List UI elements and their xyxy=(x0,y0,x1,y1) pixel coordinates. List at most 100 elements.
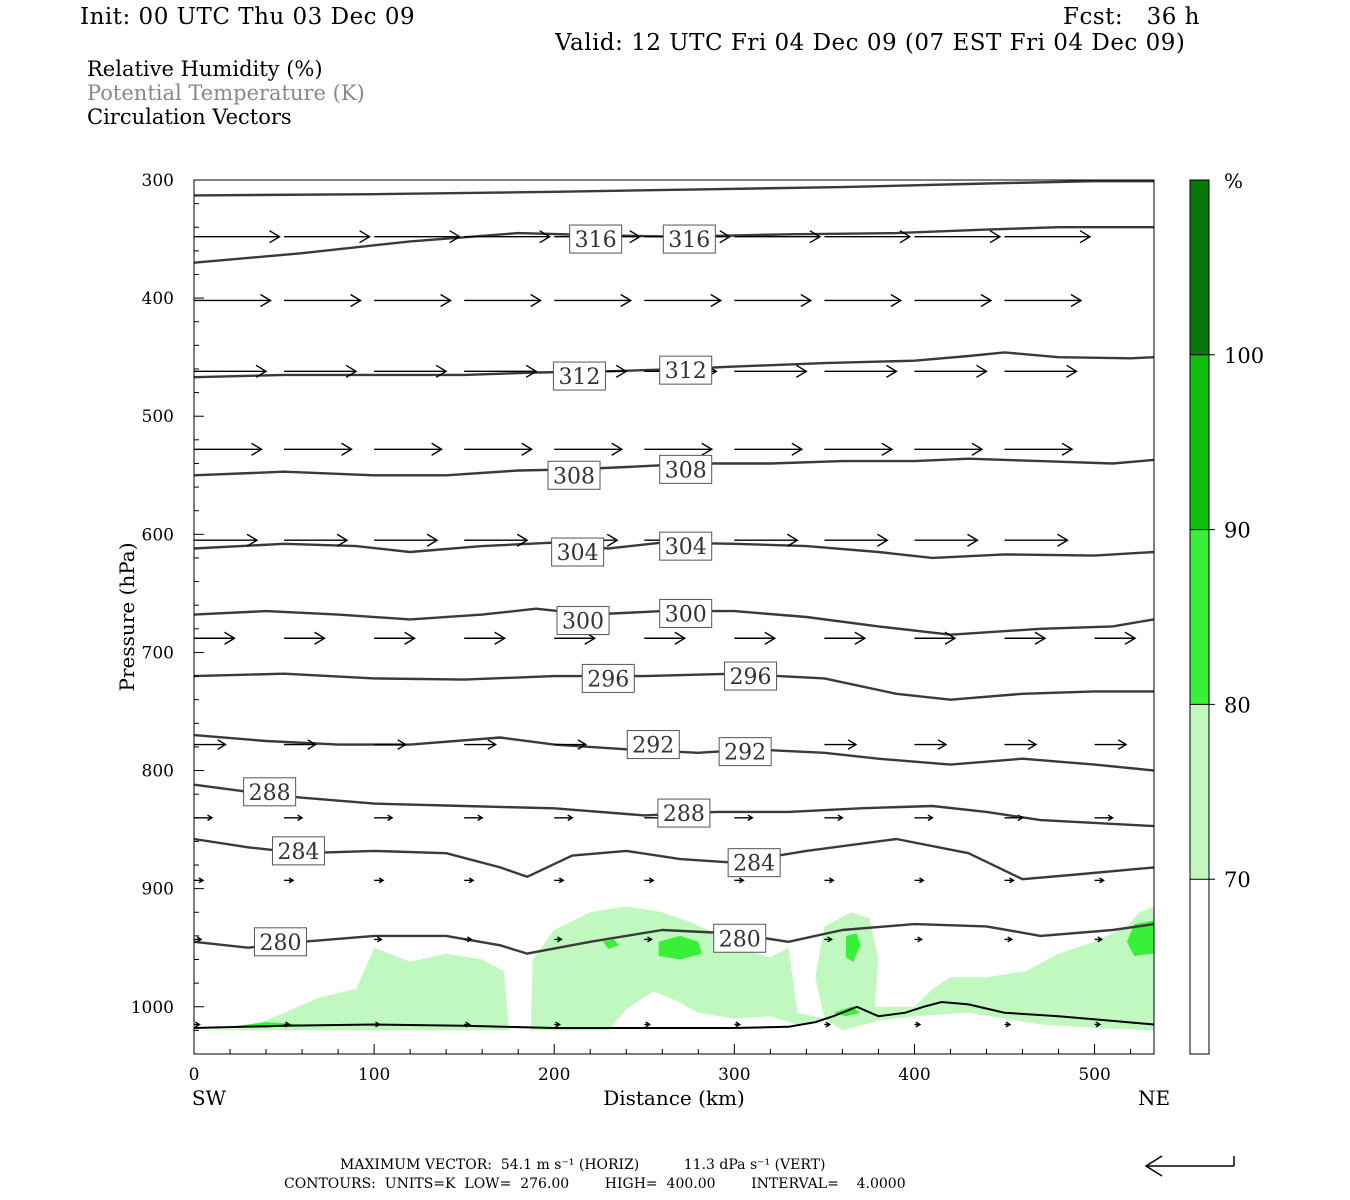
valid-time: Valid: 12 UTC Fri 04 Dec 09 (07 EST Fri … xyxy=(555,30,1186,56)
wind-vector-10-9 xyxy=(1004,1021,1012,1028)
wind-vector-2-7 xyxy=(824,364,898,378)
wind-vector-3-8 xyxy=(914,442,984,456)
wind-vector-2-3 xyxy=(464,364,538,378)
contour-label-box-308-1 xyxy=(659,454,713,484)
wind-vector-0-2 xyxy=(374,230,461,244)
contour-label-292-1: 292 xyxy=(724,741,766,766)
contour-label-280-1: 280 xyxy=(719,927,761,952)
contour-label-304-0: 304 xyxy=(557,541,599,566)
wind-vector-2-6 xyxy=(734,364,808,378)
wind-vector-8-0 xyxy=(194,877,205,884)
wind-vector-10-1 xyxy=(284,1021,291,1028)
contour-label-308-0: 308 xyxy=(553,464,595,489)
legend-circulation-vectors: Circulation Vectors xyxy=(87,105,292,129)
wind-vector-7-6 xyxy=(734,814,754,822)
contour-label-box-280-1 xyxy=(713,923,767,953)
isentrope-320 xyxy=(193,179,1154,197)
wind-vector-7-9 xyxy=(1004,814,1024,822)
contour-label-box-304-1 xyxy=(659,531,713,561)
contour-label-292-0: 292 xyxy=(632,734,674,759)
contour-label-288-0: 288 xyxy=(249,781,291,806)
contour-label-296-0: 296 xyxy=(587,667,629,692)
wind-vector-8-1 xyxy=(284,877,295,884)
wind-vector-4-9 xyxy=(1004,533,1069,547)
x-tick-label-500: 500 xyxy=(1078,1065,1110,1085)
wind-vector-3-4 xyxy=(554,442,624,456)
contour-label-312-0: 312 xyxy=(558,365,600,390)
y-tick-label-500: 500 xyxy=(142,407,174,427)
contour-label-box-308-0 xyxy=(547,460,601,490)
isentrope-292 xyxy=(193,733,1155,772)
y-tick-label-800: 800 xyxy=(142,762,174,782)
wind-vector-6-1 xyxy=(284,739,317,750)
wind-vector-0-8 xyxy=(914,230,1002,244)
wind-vector-5-6 xyxy=(734,631,777,645)
y-tick-label-300: 300 xyxy=(142,171,174,191)
contour-label-296-1: 296 xyxy=(730,665,772,690)
surface-line xyxy=(193,1000,1155,1029)
wind-vector-0-1 xyxy=(284,230,371,244)
wind-vector-3-5 xyxy=(644,442,714,456)
wind-vector-1-6 xyxy=(734,293,813,308)
colorbar-label-100: 100 xyxy=(1224,344,1264,368)
contour-label-box-316-1 xyxy=(662,224,716,254)
contour-label-box-292-0 xyxy=(626,730,680,760)
wind-vector-1-0 xyxy=(194,293,272,308)
wind-vector-8-9 xyxy=(1004,877,1015,884)
wind-vector-6-0 xyxy=(194,739,227,750)
y-tick-label-600: 600 xyxy=(142,525,174,545)
plot-frame xyxy=(193,179,1155,1055)
contour-label-box-288-1 xyxy=(657,798,711,828)
contour-info: CONTOURS: UNITS=K LOW= 276.00 HIGH= 400.… xyxy=(284,1176,906,1192)
wind-vector-1-2 xyxy=(374,293,452,308)
colorbar-segment-3 xyxy=(1190,354,1209,530)
wind-vector-5-10 xyxy=(1094,631,1137,645)
contour-label-box-316-0 xyxy=(569,224,623,254)
colorbar-segment-1 xyxy=(1190,704,1209,880)
wind-vector-6-3 xyxy=(464,739,498,750)
wind-vector-2-2 xyxy=(374,364,448,378)
contour-label-box-284-0 xyxy=(271,836,325,866)
wind-vector-9-7 xyxy=(824,936,833,943)
wind-vector-5-9 xyxy=(1004,631,1047,645)
relative-humidity-shading xyxy=(194,906,1154,1031)
wind-vector-7-10 xyxy=(1094,814,1114,822)
isentrope-280 xyxy=(193,922,1155,955)
wind-vector-5-1 xyxy=(284,631,326,645)
rh-region-80-3 xyxy=(846,933,861,962)
rh-region-80-1 xyxy=(658,935,702,960)
colorbar-label-90: 90 xyxy=(1224,519,1251,543)
colorbar-label-80: 80 xyxy=(1224,693,1251,717)
x-tick-label-100: 100 xyxy=(358,1065,390,1085)
wind-vector-9-3 xyxy=(464,936,473,943)
wind-vector-6-2 xyxy=(374,739,407,750)
wind-vector-3-1 xyxy=(284,442,353,456)
wind-vector-7-4 xyxy=(554,814,574,822)
wind-vector-5-8 xyxy=(914,631,957,645)
wind-vector-8-8 xyxy=(914,877,925,884)
wind-vector-0-7 xyxy=(824,230,912,244)
contour-label-308-1: 308 xyxy=(665,458,707,483)
contour-label-box-304-0 xyxy=(551,537,605,567)
wind-vector-1-7 xyxy=(824,293,903,308)
contour-label-284-0: 284 xyxy=(277,840,319,865)
wind-vector-8-7 xyxy=(824,877,835,884)
circulation-vector-field xyxy=(194,230,1137,1028)
contour-label-304-1: 304 xyxy=(665,535,707,560)
wind-vector-10-3 xyxy=(464,1021,471,1028)
wind-vector-2-8 xyxy=(914,364,988,378)
wind-vector-10-2 xyxy=(374,1021,381,1028)
contour-label-box-288-0 xyxy=(243,777,297,807)
contour-label-box-312-1 xyxy=(659,355,713,385)
wind-vector-10-6 xyxy=(734,1021,742,1028)
wind-vector-4-3 xyxy=(464,533,529,547)
contour-label-box-300-0 xyxy=(556,606,610,636)
contour-label-284-1: 284 xyxy=(733,852,775,877)
wind-vector-5-7 xyxy=(824,631,867,645)
contour-label-box-296-1 xyxy=(724,661,778,691)
max-vector-info: MAXIMUM VECTOR: 54.1 m s⁻¹ (HORIZ) 11.3 … xyxy=(340,1157,826,1173)
contour-labels: 280 280 284 284 288 288 292 292 296 296 300 300 304 3… xyxy=(243,224,781,957)
wind-vector-8-3 xyxy=(464,877,475,884)
wind-vector-10-10 xyxy=(1094,1021,1102,1028)
